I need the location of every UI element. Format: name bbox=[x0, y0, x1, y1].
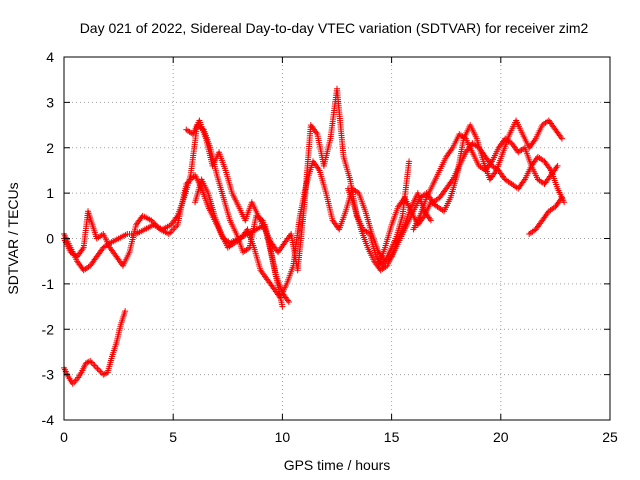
series-arc-1 bbox=[61, 308, 129, 387]
series-arc-3 bbox=[61, 122, 292, 306]
y-tick-label: -1 bbox=[42, 276, 55, 292]
y-axis-label: SDTVAR / TECUs bbox=[5, 182, 21, 294]
y-tick-label: 0 bbox=[46, 231, 54, 247]
data-point bbox=[558, 135, 565, 142]
series-arc-8 bbox=[410, 131, 561, 233]
data-point bbox=[406, 158, 413, 165]
y-tick-label: 4 bbox=[46, 49, 54, 65]
x-tick-label: 20 bbox=[493, 429, 509, 445]
chart-title: Day 021 of 2022, Sidereal Day-to-day VTE… bbox=[80, 20, 589, 36]
y-tick-label: 1 bbox=[46, 185, 54, 201]
y-tick-label: 3 bbox=[46, 94, 54, 110]
data-point bbox=[95, 367, 102, 374]
series-arc-5 bbox=[192, 158, 434, 301]
data-point bbox=[279, 303, 286, 310]
data-point bbox=[94, 365, 101, 372]
x-tick-label: 25 bbox=[602, 429, 618, 445]
data-point bbox=[558, 194, 565, 201]
data-point bbox=[561, 199, 568, 206]
data-point bbox=[93, 364, 100, 371]
data-point bbox=[88, 359, 95, 366]
x-tick-label: 15 bbox=[384, 429, 400, 445]
x-tick-label: 5 bbox=[169, 429, 177, 445]
y-tick-label: -3 bbox=[42, 367, 55, 383]
data-point bbox=[427, 217, 434, 224]
y-tick-label: 2 bbox=[46, 140, 54, 156]
data-point bbox=[285, 299, 292, 306]
data-point bbox=[85, 358, 92, 365]
x-tick-label: 10 bbox=[275, 429, 291, 445]
x-tick-label: 0 bbox=[60, 429, 68, 445]
data-series bbox=[61, 85, 568, 387]
data-point bbox=[91, 362, 98, 369]
y-tick-label: -4 bbox=[42, 412, 55, 428]
series-arc-9 bbox=[526, 194, 565, 237]
x-axis-label: GPS time / hours bbox=[284, 457, 391, 473]
grid bbox=[64, 57, 610, 420]
data-point bbox=[122, 308, 129, 315]
data-point bbox=[554, 162, 561, 169]
y-tick-label: -2 bbox=[42, 321, 55, 337]
axis-ticks: 0 5 10 15 20 25 -4 -3 -2 -1 0 1 2 3 4 bbox=[42, 49, 618, 445]
data-point bbox=[167, 229, 174, 236]
